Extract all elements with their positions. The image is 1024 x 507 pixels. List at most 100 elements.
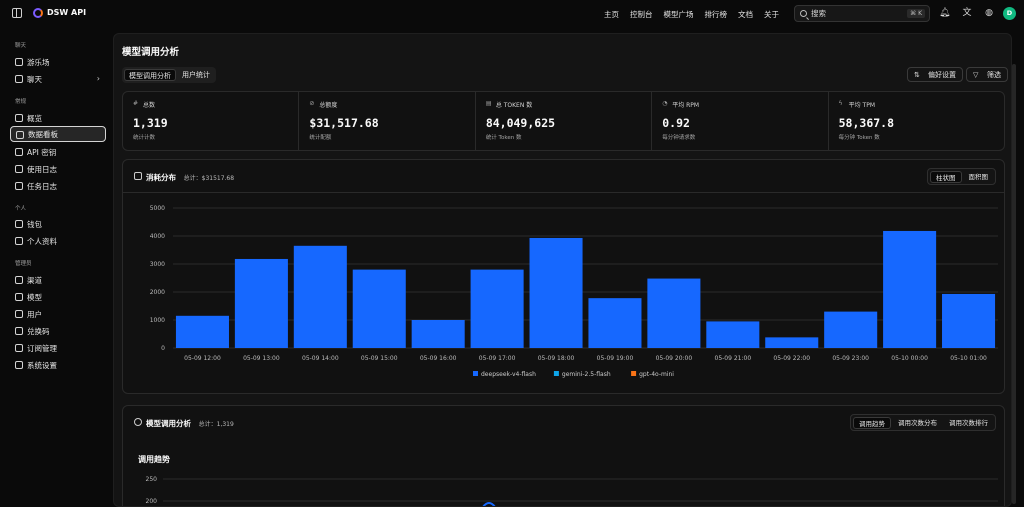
page-title: 模型调用分析 [122,47,180,58]
preferences-button[interactable]: ⇅ 偏好设置 [907,67,963,82]
sidebar-item-label: 用户 [27,309,42,319]
bar [588,298,642,348]
stat-value: 58,367.8 [838,116,895,130]
stat-card: ⊘ 总额度 $31,517.68 统计配额 [299,92,476,150]
language-icon[interactable]: 文 [962,8,972,18]
sidebar-item-label: 概览 [27,113,42,123]
y-tick-label: 3000 [150,261,165,268]
sidebar-item-label: 数据看板 [28,129,58,139]
bar [234,258,288,348]
sidebar-item-label: 钱包 [27,219,42,229]
sidebar-item-subscriptions[interactable]: 订阅管理 [10,340,106,356]
y-tick-label: 4000 [150,233,165,240]
nav-leaderboard[interactable]: 排行榜 [704,10,728,19]
call-trend-chart: 200 250 [146,476,998,506]
stat-sub: 统计 Token 数 [485,135,522,141]
tab-call-trend[interactable]: 调用趋势 [853,416,891,429]
x-tick-label: 05-09 17:00 [479,355,516,362]
stat-value: $31,517.68 [309,116,379,130]
bar [470,269,524,348]
tab-user-stats[interactable]: 用户统计 [182,71,210,79]
calls-total: 总计：1,319 [198,421,234,428]
bar [883,230,937,348]
sliders-icon: ⇅ [914,71,920,79]
sidebar-section-admin: 管理员 [15,261,32,267]
stat-card: ◔ 平均 RPM 0.92 每分钟请求数 [652,92,829,150]
x-tick-label: 05-09 20:00 [656,355,693,362]
sidebar-item-redeem-codes[interactable]: 兑换码 [10,323,106,339]
tab-model-analysis[interactable]: 模型调用分析 [124,69,176,81]
sidebar-item-chat[interactable]: 聊天 › [10,71,106,87]
sidebar-item-label: 任务日志 [27,181,57,191]
stat-card: ▤ 总 TOKEN 数 84,049,625 统计 Token 数 [476,92,653,150]
nav-about[interactable]: 关于 [764,10,779,19]
bar [411,320,465,348]
x-tick-label: 05-09 12:00 [184,355,221,362]
sidebar-item-profile[interactable]: 个人资料 [10,233,106,249]
sidebar-item-label: 模型 [27,292,42,302]
legend-label: deepseek-v4-flash [481,371,536,378]
stat-label: 平均 TPM [848,102,875,109]
sidebar-toggle-icon[interactable] [12,8,22,18]
sidebar-item-overview[interactable]: 概览 [10,110,106,126]
calls-card: 模型调用分析 总计：1,319 调用趋势 调用次数分布 调用次数排行 调用趋势 … [122,405,1005,506]
brand-logo [33,8,43,18]
sidebar-item-models[interactable]: 模型 [10,289,106,305]
search-input[interactable]: 搜索 ⌘ K [794,5,930,22]
sidebar-item-users[interactable]: 用户 [10,306,106,322]
nav-docs[interactable]: 文档 [738,10,753,19]
sidebar-item-label: 系统设置 [27,360,57,370]
x-tick-label: 05-09 22:00 [773,355,810,362]
palette-icon[interactable]: ◍ [985,8,993,18]
calls-title: 模型调用分析 [146,419,191,428]
nav-model-market[interactable]: 模型广场 [663,10,694,19]
consumption-title: 消耗分布 [146,173,176,182]
sidebar-item-label: API 密钥 [27,147,57,157]
sidebar-item-playground[interactable]: 游乐场 [10,54,106,70]
x-tick-label: 05-09 13:00 [243,355,280,362]
tab-call-ranking[interactable]: 调用次数排行 [949,418,988,427]
radio-icon [15,276,23,284]
bar-mode-button[interactable]: 柱状图 [930,170,962,183]
chart-mode-switch: 柱状图 面积图 [927,168,996,185]
stat-label: 总 TOKEN 数 [495,102,533,109]
sidebar-item-task-logs[interactable]: 任务日志 [10,178,106,194]
calls-mode-switch: 调用趋势 调用次数分布 调用次数排行 [850,414,996,431]
main-scrollbar[interactable] [1012,64,1016,504]
bell-icon[interactable]: 🔔︎ [939,8,951,18]
stat-card: ϟ 平均 TPM 58,367.8 每分钟 Token 数 [829,92,1004,150]
consumption-card: 消耗分布 总计：$31517.68 柱状图 面积图 0 1000 2000 3000 4… [122,159,1005,394]
sidebar-item-api-keys[interactable]: API 密钥 [10,144,106,160]
area-mode-button[interactable]: 面积图 [968,172,989,181]
sidebar-section-general: 常规 [15,99,27,105]
nav-home[interactable]: 主页 [604,10,619,19]
y-tick-label: 2000 [150,289,165,296]
sidebar-item-channels[interactable]: 渠道 [10,272,106,288]
tab-call-distribution[interactable]: 调用次数分布 [898,418,937,427]
avatar[interactable]: D [1003,7,1016,20]
calls-header: 模型调用分析 总计：1,319 [134,418,234,429]
x-tick-label: 05-09 21:00 [715,355,752,362]
sidebar-item-usage-logs[interactable]: 使用日志 [10,161,106,177]
nav-console[interactable]: 控制台 [630,10,653,19]
sidebar-item-wallet[interactable]: 钱包 [10,216,106,232]
wallet-icon [15,220,23,228]
x-tick-label: 05-09 23:00 [832,355,869,362]
sidebar-item-dashboard[interactable]: 数据看板 [10,126,106,142]
stats-row: # 总数 1,319 统计计数 ⊘ 总额度 $31,517.68 统计配额 ▤ 总 T… [122,91,1005,151]
bar [175,315,229,348]
hash-icon: # [133,100,139,107]
coins-icon: ⊘ [309,100,315,107]
sidebar-item-settings[interactable]: 系统设置 [10,357,106,373]
filter-label: 筛选 [987,70,1001,79]
calls-subtitle: 调用趋势 [138,455,170,464]
x-tick-label: 05-09 14:00 [302,355,339,362]
bar [352,269,406,348]
x-tick-label: 05-09 15:00 [361,355,398,362]
database-icon: ▤ [485,100,492,107]
filter-button[interactable]: ▽ 筛选 [966,67,1008,82]
preferences-label: 偏好设置 [928,70,956,79]
bar [647,278,701,348]
search-placeholder: 搜索 [811,9,826,18]
stat-label: 总数 [143,102,156,109]
